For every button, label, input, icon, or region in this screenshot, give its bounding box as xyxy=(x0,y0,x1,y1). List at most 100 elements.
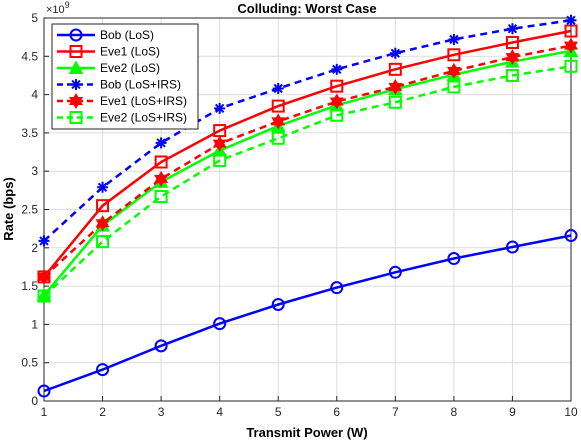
x-tick-label: 4 xyxy=(216,405,223,419)
data-point xyxy=(388,265,402,279)
data-point xyxy=(329,97,344,110)
legend-entry: Eve2 (LoS) xyxy=(57,60,160,75)
data-point xyxy=(154,339,168,353)
y-tick-label: 3.5 xyxy=(21,126,38,140)
series-line xyxy=(43,65,572,298)
data-point xyxy=(69,28,83,42)
data-point xyxy=(95,219,110,232)
data-point xyxy=(214,102,226,114)
legend: Bob (LoS) Eve1 (LoS) Eve2 (LoS) Bob (LoS+IR… xyxy=(51,23,199,130)
legend-label: Eve2 (LoS+IRS) xyxy=(100,111,187,125)
data-point xyxy=(213,153,227,167)
data-point xyxy=(447,80,461,94)
data-point xyxy=(505,53,520,66)
data-point xyxy=(330,108,344,122)
x-tick-label: 7 xyxy=(392,405,399,419)
data-point xyxy=(505,240,519,254)
data-point xyxy=(564,41,578,54)
series-line xyxy=(43,44,572,278)
legend-label: Eve2 (LoS) xyxy=(100,61,160,75)
legend-entry: Bob (LoS) xyxy=(57,28,154,42)
x-tick-label: 10 xyxy=(564,405,578,419)
data-point xyxy=(68,60,84,74)
chart-title: Colluding: Worst Case xyxy=(237,1,376,16)
data-point xyxy=(37,384,51,398)
data-point xyxy=(154,174,169,187)
legend-label: Eve1 (LoS+IRS) xyxy=(100,94,187,108)
data-point xyxy=(96,235,110,249)
legend-label: Bob (LoS+IRS) xyxy=(100,78,181,92)
series-line xyxy=(43,234,572,393)
data-point xyxy=(446,66,461,79)
data-point xyxy=(69,45,83,58)
data-point xyxy=(271,131,285,145)
y-tick-label: 1 xyxy=(31,317,38,331)
series-bob-los xyxy=(37,229,578,398)
x-tick-label: 1 xyxy=(41,405,48,419)
data-point xyxy=(212,139,227,152)
y-tick-label: 2 xyxy=(31,241,38,255)
x-tick-label: 6 xyxy=(333,405,340,419)
data-point xyxy=(154,189,168,203)
y-tick-label: 5 xyxy=(31,11,38,25)
y-tick-label: 4 xyxy=(31,88,38,102)
x-tick-label: 3 xyxy=(158,405,165,419)
series-bob-los-irs xyxy=(38,14,577,247)
data-point xyxy=(271,297,285,311)
series-line xyxy=(43,19,572,242)
data-point xyxy=(506,23,518,35)
legend-label: Bob (LoS) xyxy=(100,28,154,42)
y-tick-label: 0.5 xyxy=(21,356,38,370)
x-axis-label: Transmit Power (W) xyxy=(246,425,367,440)
y-exponent-label: ×109 xyxy=(46,0,70,16)
data-point xyxy=(330,79,344,93)
data-point xyxy=(70,79,82,90)
data-point xyxy=(213,317,227,331)
x-tick-label: 8 xyxy=(451,405,458,419)
data-point xyxy=(37,289,51,303)
x-tick-label: 5 xyxy=(275,405,282,419)
data-point xyxy=(388,82,403,95)
data-point xyxy=(564,59,578,73)
y-tick-label: 0 xyxy=(31,394,38,408)
series-line xyxy=(43,49,572,297)
data-point xyxy=(448,33,460,45)
series-group xyxy=(36,14,579,398)
data-point xyxy=(37,272,51,285)
data-point xyxy=(564,229,578,243)
legend-entry: Eve1 (LoS) xyxy=(57,45,160,59)
legend-entry: Bob (LoS+IRS) xyxy=(57,78,181,92)
data-point xyxy=(447,252,461,266)
x-tick-label: 2 xyxy=(99,405,106,419)
data-point xyxy=(330,281,344,295)
data-point xyxy=(155,137,167,149)
data-point xyxy=(96,199,110,213)
x-tick-label: 9 xyxy=(509,405,516,419)
legend-entry: Eve1 (LoS+IRS) xyxy=(57,93,187,109)
legend-entry: Eve2 (LoS+IRS) xyxy=(57,111,187,125)
series-line xyxy=(43,29,572,278)
data-point xyxy=(271,117,286,130)
data-point xyxy=(565,14,577,26)
legend-label: Eve1 (LoS) xyxy=(100,45,160,59)
data-point xyxy=(388,95,402,109)
data-point xyxy=(38,235,50,247)
y-tick-label: 4.5 xyxy=(21,49,38,63)
data-point xyxy=(505,68,519,82)
data-point xyxy=(154,155,168,169)
series-eve1-los-irs xyxy=(37,37,578,285)
data-point xyxy=(97,181,109,193)
data-point xyxy=(389,47,401,59)
y-tick-label: 3 xyxy=(31,164,38,178)
data-point xyxy=(96,363,110,377)
data-point xyxy=(69,97,83,109)
data-point xyxy=(388,62,402,76)
series-eve2-los-irs xyxy=(37,59,578,303)
y-tick-label: 2.5 xyxy=(21,203,38,217)
y-axis-label: Rate (bps) xyxy=(1,177,16,241)
y-tick-label: 1.5 xyxy=(21,279,38,293)
data-point xyxy=(271,99,285,113)
data-point xyxy=(447,48,461,62)
data-point xyxy=(331,63,343,75)
